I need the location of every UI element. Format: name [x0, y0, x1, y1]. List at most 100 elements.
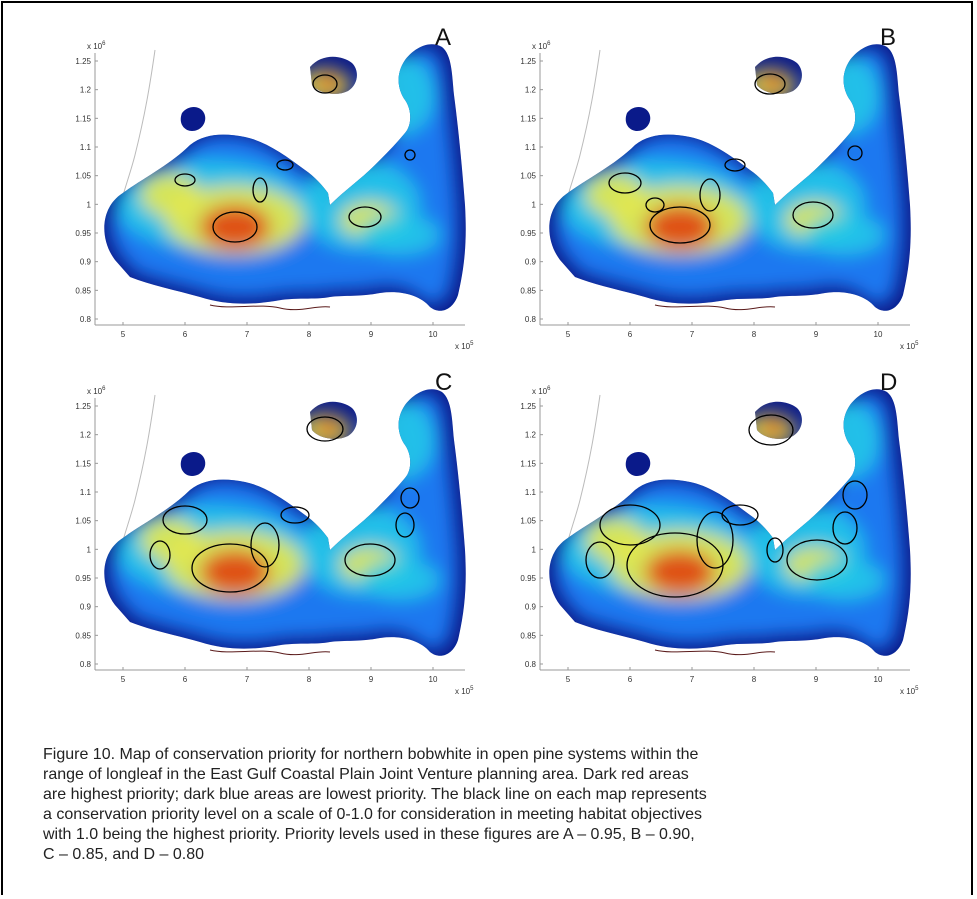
priority-contour	[748, 414, 794, 446]
heat-blob	[805, 560, 885, 600]
y-tick-label: 0.95	[75, 229, 91, 238]
priority-contour	[645, 197, 665, 213]
heat-blob	[365, 400, 435, 480]
priority-contour	[649, 206, 711, 244]
y-tick-label: 1.05	[75, 517, 91, 526]
y-tick-label: 1	[532, 200, 537, 209]
y-tick-label: 0.85	[520, 631, 536, 640]
y-tick-label: 1.15	[75, 459, 91, 468]
map-panel-b: 1.25 1.2 1.15 1.1 1.05 1 0.95 0.9 0.85 0.8 x 106 5 6…	[505, 5, 925, 351]
lake	[805, 438, 817, 448]
y-tick-label: 1.1	[525, 143, 537, 152]
y-tick-label: 1.2	[525, 431, 537, 440]
x-tick-label: 9	[369, 330, 374, 339]
priority-contour	[786, 539, 848, 581]
y-tick-label: 1.25	[520, 57, 536, 66]
y-tick-label: 1	[87, 200, 92, 209]
y-tick-label: 0.85	[75, 286, 91, 295]
priority-contour	[699, 178, 721, 212]
priority-contour	[754, 73, 786, 95]
heat-blob	[810, 55, 880, 135]
y-tick-label: 0.8	[525, 660, 537, 669]
priority-contour	[312, 74, 338, 94]
priority-contour	[724, 158, 746, 172]
priority-contour	[250, 522, 280, 568]
y-exponent-label: x 106	[87, 386, 106, 396]
map-panel-d: 1.25 1.2 1.15 1.1 1.05 1 0.95 0.9 0.85 0.8 x 106 5 6…	[505, 350, 925, 696]
x-tick-label: 6	[183, 330, 188, 339]
priority-map: 1.25 1.2 1.15 1.1 1.05 1 0.95 0.9 0.85 0.8 x 106 5 6…	[75, 24, 474, 351]
y-tick-label: 1.1	[525, 488, 537, 497]
x-tick-label: 5	[121, 330, 126, 339]
y-tick-label: 0.95	[520, 574, 536, 583]
y-tick-label: 1.25	[75, 57, 91, 66]
priority-contour	[400, 487, 420, 509]
heat-blob	[200, 550, 270, 594]
priority-contour	[766, 537, 784, 563]
priority-map: 1.25 1.2 1.15 1.1 1.05 1 0.95 0.9 0.85 0.8 x 106 5 6…	[520, 24, 919, 351]
x-exponent-label: x 105	[900, 341, 919, 351]
map-panel-c: 1.25 1.2 1.15 1.1 1.05 1 0.95 0.9 0.85 0.8 x 106 5 6…	[60, 350, 480, 696]
priority-contour	[832, 511, 858, 545]
x-tick-label: 10	[429, 330, 438, 339]
y-tick-label: 1.05	[75, 172, 91, 181]
y-tick-label: 1.15	[75, 114, 91, 123]
x-exponent-label: x 105	[455, 686, 474, 696]
y-tick-label: 1.2	[525, 86, 537, 95]
priority-contour	[842, 480, 868, 510]
heat-blob	[761, 74, 785, 92]
priority-contour	[585, 541, 615, 579]
y-tick-label: 0.85	[75, 631, 91, 640]
priority-contour	[395, 512, 415, 538]
y-tick-label: 1.2	[80, 431, 92, 440]
y-tick-label: 1.2	[80, 86, 92, 95]
panel-letter: D	[880, 369, 897, 396]
heat-blob	[316, 419, 340, 437]
coastline	[654, 304, 776, 311]
x-tick-label: 6	[628, 675, 633, 684]
priority-map: 1.25 1.2 1.15 1.1 1.05 1 0.95 0.9 0.85 0.8 x 106 5 6…	[75, 369, 474, 696]
lake	[805, 93, 817, 103]
y-tick-label: 1.1	[80, 143, 92, 152]
x-tick-label: 7	[245, 330, 250, 339]
y-tick-label: 1.15	[520, 459, 536, 468]
x-tick-label: 6	[183, 675, 188, 684]
panel-letter: A	[435, 24, 451, 51]
caption-line: a conservation priority level on a scale…	[43, 806, 703, 823]
priority-contour	[792, 201, 834, 229]
x-tick-label: 8	[307, 330, 312, 339]
x-tick-label: 9	[814, 675, 819, 684]
priority-contour	[276, 159, 294, 171]
island	[625, 107, 651, 131]
map-panel-a: 1.25 1.2 1.15 1.1 1.05 1 0.95 0.9 0.85 0.8 x 106 5 6…	[60, 5, 480, 351]
x-tick-label: 10	[429, 675, 438, 684]
priority-contour	[721, 504, 759, 526]
x-tick-label: 9	[369, 675, 374, 684]
heat-blob	[200, 205, 270, 249]
y-tick-label: 1.15	[520, 114, 536, 123]
x-tick-label: 8	[752, 330, 757, 339]
priority-contour	[348, 206, 382, 228]
y-exponent-label: x 106	[87, 41, 106, 51]
x-tick-label: 8	[307, 675, 312, 684]
y-tick-label: 1	[532, 545, 537, 554]
y-tick-label: 1.05	[520, 172, 536, 181]
priority-contour	[252, 177, 268, 203]
y-tick-label: 0.9	[80, 258, 92, 267]
heatmap-layer	[549, 44, 911, 311]
y-exponent-label: x 106	[532, 386, 551, 396]
heatmap-layer	[104, 389, 466, 656]
coastline	[654, 649, 776, 656]
y-tick-label: 0.9	[525, 603, 537, 612]
y-tick-label: 1	[87, 545, 92, 554]
y-exponent-label: x 106	[532, 41, 551, 51]
x-tick-label: 7	[690, 675, 695, 684]
x-tick-label: 5	[121, 675, 126, 684]
priority-contour	[608, 172, 642, 194]
heat-blob	[365, 55, 435, 135]
x-tick-label: 5	[566, 330, 571, 339]
x-exponent-label: x 105	[455, 341, 474, 351]
heatmap-layer	[104, 44, 466, 311]
heatmap-layer	[549, 389, 911, 656]
